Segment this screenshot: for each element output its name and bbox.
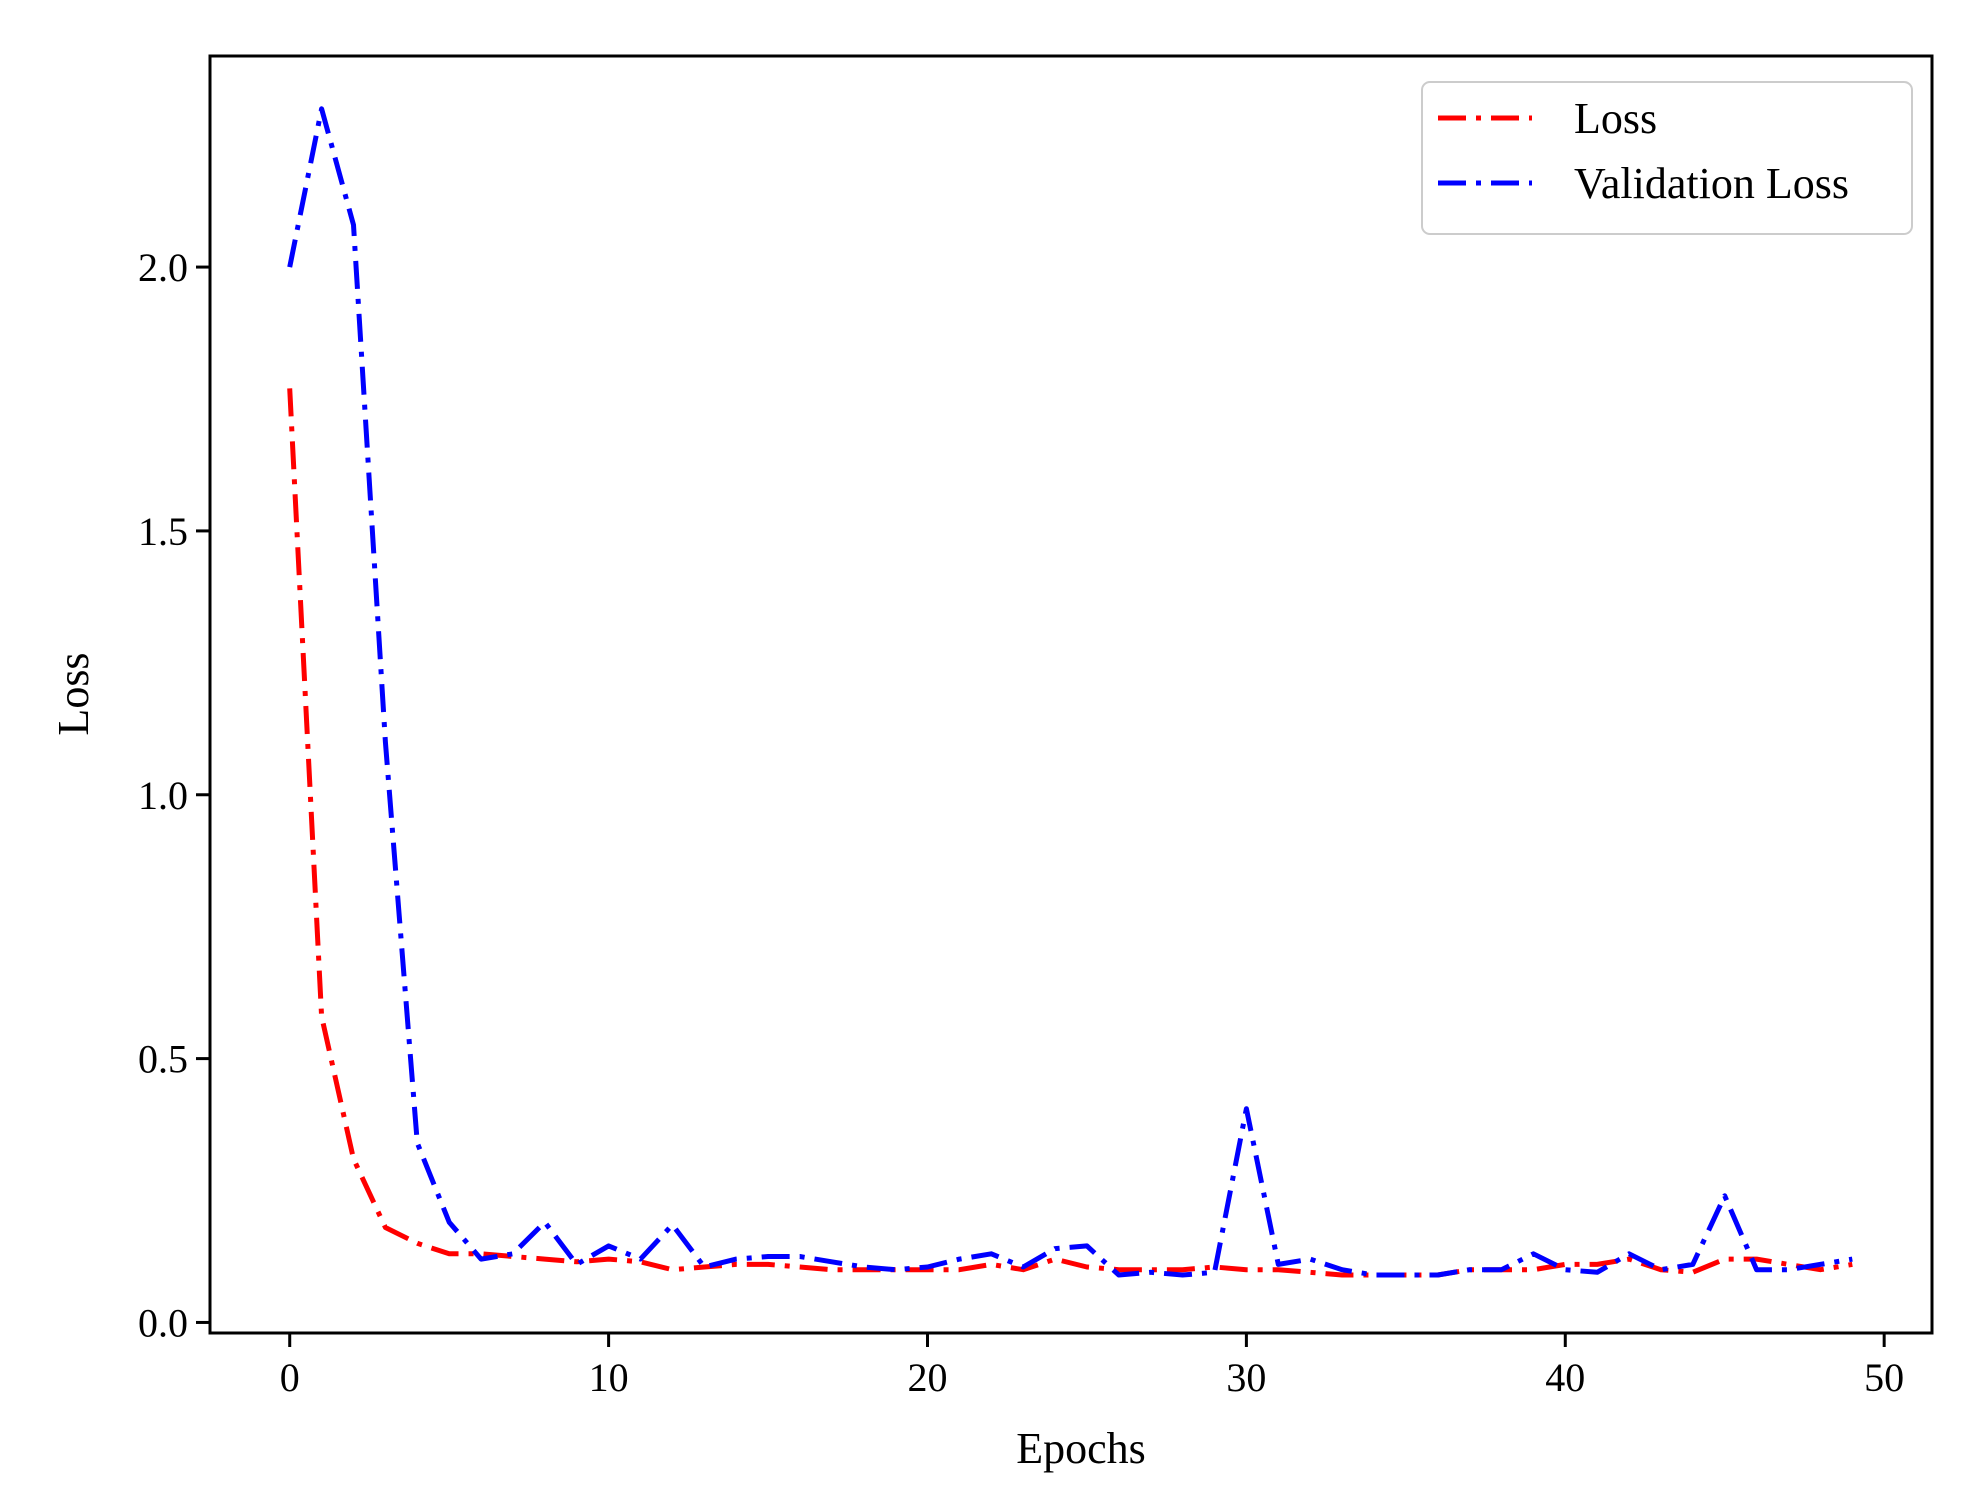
y-tick-label: 1.5 bbox=[138, 509, 188, 554]
series-lines bbox=[287, 106, 1853, 1278]
y-axis-ticks: 0.0 0.5 1.0 1.5 2.0 bbox=[138, 245, 210, 1345]
y-tick-label: 0.0 bbox=[138, 1300, 188, 1345]
legend-box bbox=[1421, 81, 1913, 235]
x-tick-label: 10 bbox=[589, 1355, 629, 1400]
legend-label-validation-loss: Validation Loss bbox=[1574, 159, 1849, 208]
series-line-loss bbox=[287, 388, 1853, 1278]
x-tick-label: 40 bbox=[1545, 1355, 1585, 1400]
x-axis-label: Epochs bbox=[1016, 1424, 1146, 1473]
x-axis-ticks: 0 10 20 30 40 50 bbox=[280, 1333, 1904, 1400]
y-tick-label: 1.0 bbox=[138, 773, 188, 818]
x-tick-label: 50 bbox=[1864, 1355, 1904, 1400]
legend: Loss Validation Loss bbox=[1421, 81, 1913, 235]
legend-label-loss: Loss bbox=[1574, 94, 1657, 143]
series-line-validation-loss bbox=[287, 106, 1853, 1278]
x-tick-label: 20 bbox=[908, 1355, 948, 1400]
y-axis-label: Loss bbox=[49, 652, 98, 735]
y-tick-label: 2.0 bbox=[138, 245, 188, 290]
x-tick-label: 30 bbox=[1226, 1355, 1266, 1400]
x-tick-label: 0 bbox=[280, 1355, 300, 1400]
plot-frame bbox=[208, 54, 1934, 1335]
y-tick-label: 0.5 bbox=[138, 1037, 188, 1082]
